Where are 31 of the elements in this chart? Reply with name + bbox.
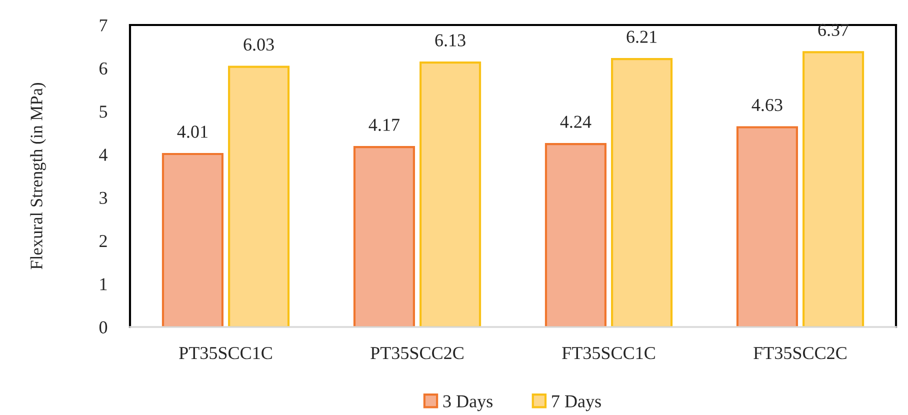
bar (802, 51, 864, 327)
x-tick-label: PT35SCC2C (370, 347, 464, 360)
y-tick-label: 1 (100, 278, 107, 290)
y-tick-label: 7 (100, 19, 108, 32)
data-label: 4.24 (560, 116, 592, 128)
y-axis-title: Flexural Strength (in MPa) (30, 82, 46, 270)
y-tick-label: 3 (100, 192, 108, 204)
data-label: 6.21 (626, 30, 656, 43)
bar (420, 61, 482, 327)
legend-label: 3 Days (443, 395, 492, 412)
data-label: 6.37 (818, 24, 849, 36)
y-tick-label: 0 (99, 321, 108, 334)
bar (611, 58, 673, 327)
bar (736, 126, 798, 327)
bar (544, 143, 606, 327)
data-label: 4.01 (177, 126, 208, 138)
x-tick-label: FT35SCC1C (562, 347, 655, 360)
data-label: 6.13 (435, 34, 466, 46)
data-label: 4.63 (752, 98, 782, 112)
x-tick-label: PT35SCC1C (179, 347, 272, 360)
y-tick-label: 4 (99, 148, 108, 161)
bar (162, 152, 224, 327)
legend-label: 7 Days (552, 395, 601, 412)
y-tick-label: 5 (100, 106, 108, 118)
y-tick-label: 6 (100, 62, 108, 75)
bar (353, 146, 415, 327)
x-tick-label: FT35SCC2C (754, 347, 846, 360)
data-label: 6.03 (244, 38, 274, 51)
y-tick-label: 2 (100, 235, 107, 247)
data-label: 4.17 (368, 118, 400, 132)
bar (228, 66, 290, 327)
